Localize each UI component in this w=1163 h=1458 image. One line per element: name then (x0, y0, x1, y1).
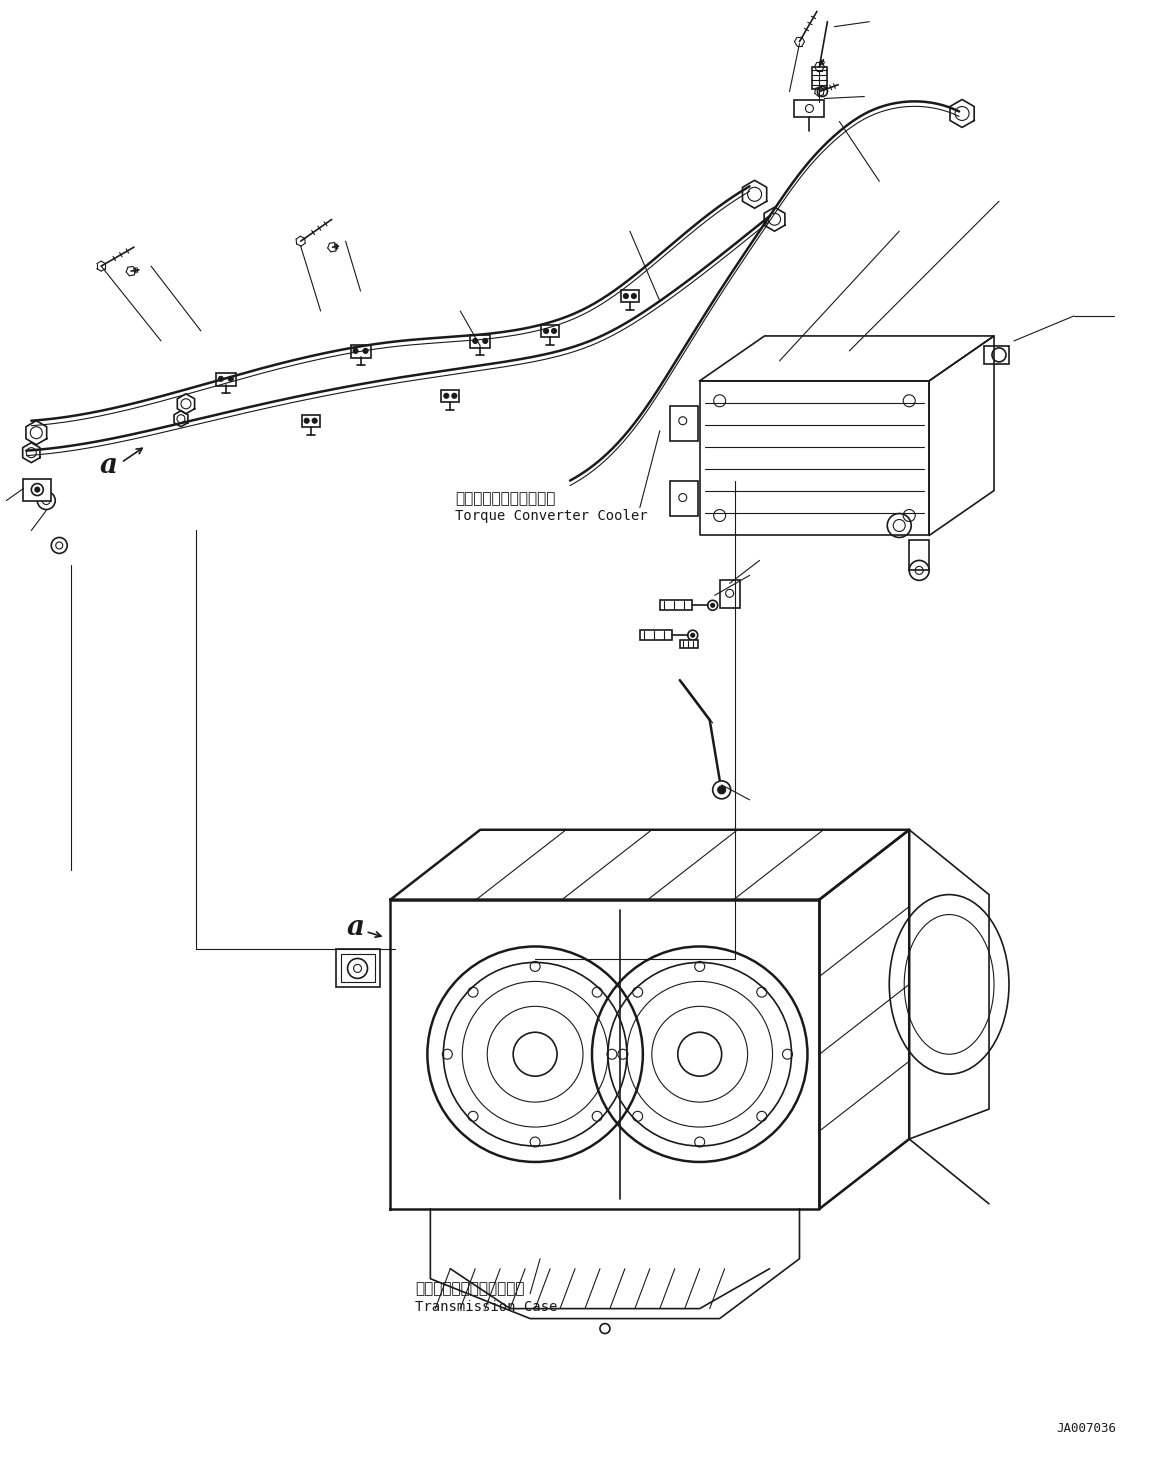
Circle shape (363, 348, 368, 353)
Bar (720, 580, 740, 608)
Bar (350, 346, 371, 357)
Bar (621, 290, 638, 302)
Text: a: a (347, 914, 364, 940)
Circle shape (718, 786, 726, 793)
Bar (216, 373, 236, 386)
Bar (640, 630, 672, 640)
Text: a: a (100, 452, 119, 480)
Circle shape (444, 394, 449, 398)
Circle shape (483, 338, 487, 344)
Bar (670, 405, 698, 440)
Text: トルクコンバータクーラ: トルクコンバータクーラ (455, 491, 556, 506)
Circle shape (312, 418, 317, 423)
Bar (679, 640, 698, 649)
Circle shape (543, 328, 549, 334)
Circle shape (632, 293, 636, 299)
Bar (336, 949, 380, 987)
Bar (813, 67, 827, 89)
Bar (23, 478, 51, 500)
Text: トランスミッションケース: トランスミッションケース (415, 1282, 525, 1296)
Bar (670, 481, 698, 516)
Circle shape (623, 293, 628, 299)
Bar (470, 335, 491, 348)
Circle shape (219, 376, 223, 382)
Bar (541, 325, 559, 337)
Circle shape (473, 338, 478, 344)
Circle shape (551, 328, 557, 334)
Bar (659, 601, 692, 611)
Circle shape (305, 418, 309, 423)
Circle shape (451, 394, 457, 398)
Bar (441, 389, 459, 402)
Circle shape (513, 1032, 557, 1076)
Circle shape (691, 633, 694, 637)
Bar (984, 346, 1009, 364)
Bar (301, 414, 320, 427)
Bar (794, 99, 825, 118)
Circle shape (711, 604, 715, 608)
Circle shape (354, 348, 358, 353)
Text: Transmission Case: Transmission Case (415, 1299, 558, 1314)
Circle shape (678, 1032, 722, 1076)
Text: Torque Converter Cooler: Torque Converter Cooler (455, 509, 648, 522)
Circle shape (35, 487, 40, 491)
Bar (341, 955, 376, 983)
Circle shape (228, 376, 234, 382)
Bar (909, 541, 929, 570)
Text: JA007036: JA007036 (1057, 1422, 1116, 1435)
